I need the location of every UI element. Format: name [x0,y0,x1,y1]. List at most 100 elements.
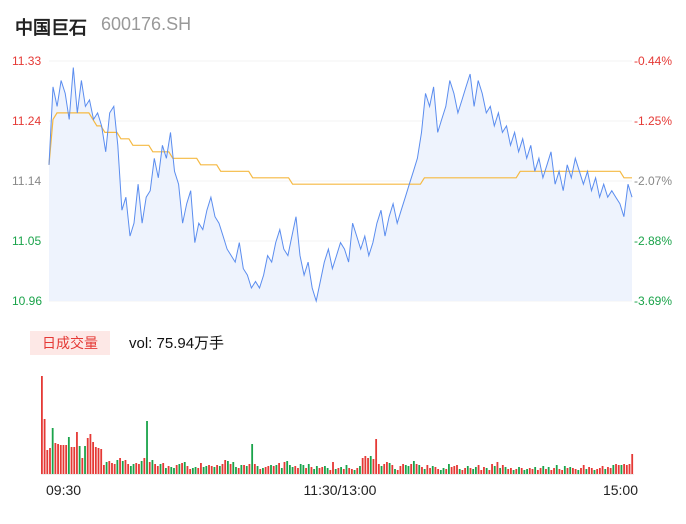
volume-bar [553,468,555,474]
volume-bar [224,460,227,474]
volume-bar [631,454,634,474]
percent-tick-label: -2.07% [634,174,672,188]
volume-bar [569,467,572,474]
volume-bar [434,467,437,474]
volume-bar [523,470,526,474]
volume-bar [377,464,380,474]
volume-bar [151,460,154,474]
volume-bar [189,469,192,474]
volume-bar [445,469,448,474]
volume-bar [94,447,97,474]
volume-bar [566,468,569,474]
volume-bar [46,450,49,474]
percent-tick-label: -2.88% [634,234,672,248]
volume-bar [175,465,178,474]
price-tick-label: 11.05 [12,234,41,248]
volume-bar [256,466,259,474]
volume-bar [350,469,353,474]
volume-bar [582,465,585,474]
price-tick-label: 11.33 [12,54,41,68]
volume-bar [609,468,612,474]
volume-bar [485,468,488,474]
volume-bar [628,464,631,474]
volume-bar [124,460,127,474]
volume-bar [315,466,318,474]
volume-bar [111,463,113,474]
volume-bar [218,466,221,474]
volume-bar [612,465,615,474]
volume-bar [62,445,65,474]
volume-bar [86,438,89,474]
volume-bar [313,469,316,474]
volume-bar [213,467,216,474]
volume-bar [561,470,564,474]
volume-bar [337,468,340,474]
volume-bar [208,465,210,474]
stock-code: 600176.SH [101,14,192,34]
volume-bar [431,466,434,474]
volume-bar [545,469,547,474]
volume-bar [496,462,499,474]
volume-bar [480,470,483,474]
volume-bar [469,468,472,474]
volume-bar [235,467,237,474]
volume-bar [116,460,119,474]
volume-bar [121,461,124,474]
volume-bar [464,468,466,474]
volume-bar [404,465,407,474]
volume-bar [367,458,369,474]
volume-bar [108,461,111,474]
volume-bar [439,470,442,474]
volume-bar [372,459,375,474]
volume-bar [461,470,464,474]
volume-bar [418,465,421,474]
daily-volume-tab[interactable]: 日成交量 [30,331,110,355]
volume-bar [510,468,512,474]
volume-bar [140,461,143,474]
price-axis-labels: 11.33 11.24 11.14 11.05 10.96 [12,54,42,308]
volume-bar [167,466,170,474]
volume-bar [210,466,213,474]
price-tick-label: 11.24 [12,114,41,128]
volume-bar [356,468,359,474]
volume-bar [410,464,413,474]
volume-bar [520,468,523,474]
volume-bar [84,446,86,474]
volume-bar [103,465,105,474]
volume-bar [407,466,410,474]
volume-bar [186,466,189,474]
volume-bar [129,466,132,474]
volume-bar [615,464,617,474]
volume-bar [138,464,140,474]
volume-bar [601,466,604,474]
volume-bar [574,469,577,474]
volume-bar [466,466,469,474]
volume-bar [89,434,92,474]
volume-bar [272,466,275,474]
volume-bar [402,464,404,474]
volume-bar [321,467,324,474]
volume-bar [297,468,299,474]
volume-bar [604,469,607,474]
volume-bar [499,468,502,474]
volume-bar [326,468,329,474]
volume-bar [491,464,493,474]
volume-bar [534,467,537,474]
volume-bar [81,458,84,474]
volume-bar [555,465,558,474]
stock-name: 中国巨石 [15,18,87,38]
volume-bar [391,465,394,474]
volume-bar [286,461,289,474]
volume-bar [456,465,458,474]
volume-bar [598,468,601,474]
volume-bar [429,468,431,474]
volume-bar [178,464,181,474]
volume-bar [448,464,450,474]
volume-bar [526,469,528,474]
volume-bar [375,439,378,474]
time-tick-label: 15:00 [603,482,638,498]
volume-bar [383,464,386,474]
volume-bar [437,469,440,474]
volume-bar [474,467,477,474]
